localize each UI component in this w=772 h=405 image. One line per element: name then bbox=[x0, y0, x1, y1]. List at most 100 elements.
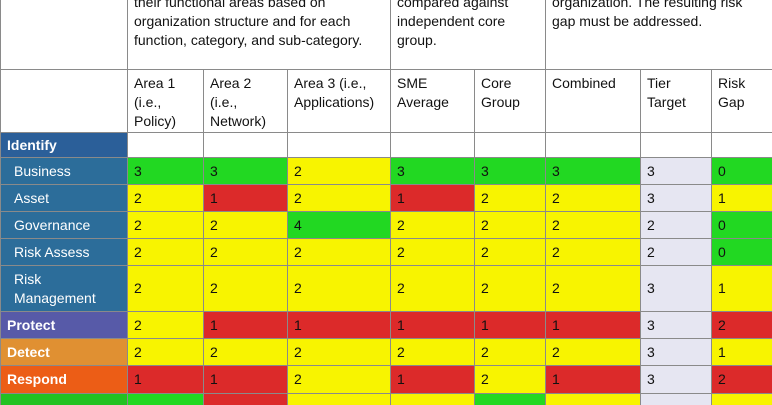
column-header-blank bbox=[0, 69, 128, 133]
score-cell-area-2: 2 bbox=[203, 238, 288, 266]
score-cell-sme-average: 2 bbox=[390, 211, 476, 239]
row-label bbox=[0, 393, 128, 405]
score-cell-core-group: 2 bbox=[474, 338, 547, 366]
score-cell-area-2: 1 bbox=[203, 311, 288, 339]
score-cell-sme-average: 1 bbox=[390, 365, 476, 394]
column-header-core-group: Core Group bbox=[474, 69, 547, 133]
row-label: Governance bbox=[0, 211, 128, 239]
score-cell-tier-target: 3 bbox=[640, 365, 713, 394]
score-cell-tier-target bbox=[640, 393, 713, 405]
score-cell-sme-average: 2 bbox=[390, 238, 476, 266]
score-cell-area-2 bbox=[203, 393, 288, 405]
score-cell-risk-gap: 0 bbox=[711, 211, 772, 239]
score-cell-sme-average bbox=[390, 132, 476, 158]
score-cell-combined bbox=[545, 393, 642, 405]
column-header-risk-gap: Risk Gap bbox=[711, 69, 772, 133]
score-cell-area-2: 2 bbox=[203, 338, 288, 366]
score-cell-combined: 2 bbox=[545, 211, 642, 239]
table-row: Protect 2 1 1 1 1 1 3 2 bbox=[0, 311, 772, 339]
header-description-row: their functional areas based on organiza… bbox=[0, 0, 772, 70]
score-cell-risk-gap: 0 bbox=[711, 157, 772, 185]
score-cell-tier-target: 2 bbox=[640, 211, 713, 239]
score-cell-risk-gap: 1 bbox=[711, 184, 772, 212]
score-cell-area-2: 2 bbox=[203, 211, 288, 239]
table-row: Risk Assess 2 2 2 2 2 2 2 0 bbox=[0, 238, 772, 266]
score-cell-tier-target: 3 bbox=[640, 265, 713, 312]
score-cell-core-group: 1 bbox=[474, 311, 547, 339]
score-cell-risk-gap: 2 bbox=[711, 365, 772, 394]
header-blank-cell bbox=[0, 0, 128, 70]
score-cell-tier-target: 3 bbox=[640, 338, 713, 366]
table-row: Identify bbox=[0, 132, 772, 158]
score-cell-combined: 1 bbox=[545, 365, 642, 394]
score-cell-area-3: 4 bbox=[286, 211, 392, 239]
score-cell-area-3: 2 bbox=[286, 184, 392, 212]
table-row: Governance 2 2 4 2 2 2 2 0 bbox=[0, 211, 772, 239]
table-row: Asset 2 1 2 1 2 2 3 1 bbox=[0, 184, 772, 212]
score-cell-tier-target: 3 bbox=[640, 184, 713, 212]
score-cell-combined: 2 bbox=[545, 265, 642, 312]
score-cell-area-2: 1 bbox=[203, 184, 288, 212]
score-cell-area-2: 2 bbox=[203, 265, 288, 312]
score-cell-area-3: 2 bbox=[286, 365, 392, 394]
score-cell-tier-target bbox=[640, 132, 713, 158]
score-cell-area-3: 2 bbox=[286, 265, 392, 312]
score-cell-core-group: 2 bbox=[474, 265, 547, 312]
score-cell-area-1: 2 bbox=[127, 238, 204, 266]
score-cell-sme-average: 1 bbox=[390, 311, 476, 339]
row-label: Identify bbox=[0, 132, 128, 158]
column-header-sme-average: SME Average bbox=[390, 69, 476, 133]
row-label: Protect bbox=[0, 311, 128, 339]
score-cell-area-1: 2 bbox=[127, 338, 204, 366]
score-cell-sme-average: 2 bbox=[390, 265, 476, 312]
score-cell-area-2: 1 bbox=[203, 365, 288, 394]
score-cell-area-1: 2 bbox=[127, 311, 204, 339]
score-cell-area-1: 2 bbox=[127, 184, 204, 212]
row-label: Risk Assess bbox=[0, 238, 128, 266]
table-row: Risk Management 2 2 2 2 2 2 3 1 bbox=[0, 265, 772, 312]
score-cell-area-3: 1 bbox=[286, 311, 392, 339]
score-cell-tier-target: 2 bbox=[640, 238, 713, 266]
column-header-row: Area 1 (i.e., Policy) Area 2 (i.e., Netw… bbox=[0, 69, 772, 133]
score-cell-core-group: 3 bbox=[474, 157, 547, 185]
score-cell-area-2: 3 bbox=[203, 157, 288, 185]
score-cell-risk-gap: 1 bbox=[711, 265, 772, 312]
score-cell-area-2 bbox=[203, 132, 288, 158]
row-label: Respond bbox=[0, 365, 128, 394]
score-cell-sme-average: 1 bbox=[390, 184, 476, 212]
score-cell-area-1: 3 bbox=[127, 157, 204, 185]
header-group-gap: organization. The resulting risk gap mus… bbox=[545, 0, 772, 70]
score-cell-tier-target: 3 bbox=[640, 157, 713, 185]
table-row: Respond 1 1 2 1 2 1 3 2 bbox=[0, 365, 772, 394]
score-cell-risk-gap: 1 bbox=[711, 338, 772, 366]
score-cell-area-3 bbox=[286, 132, 392, 158]
score-cell-risk-gap bbox=[711, 393, 772, 405]
header-group-sme: compared against independent core group. bbox=[390, 0, 547, 70]
score-cell-area-1 bbox=[127, 132, 204, 158]
column-header-combined: Combined bbox=[545, 69, 642, 133]
score-cell-area-1 bbox=[127, 393, 204, 405]
header-group-areas: their functional areas based on organiza… bbox=[126, 0, 392, 70]
score-cell-tier-target: 3 bbox=[640, 311, 713, 339]
score-cell-core-group bbox=[474, 132, 547, 158]
score-cell-risk-gap: 0 bbox=[711, 238, 772, 266]
score-cell-area-3 bbox=[286, 393, 392, 405]
score-cell-sme-average bbox=[390, 393, 476, 405]
score-cell-area-3: 2 bbox=[286, 238, 392, 266]
score-cell-combined: 1 bbox=[545, 311, 642, 339]
column-header-area-2: Area 2 (i.e., Network) bbox=[203, 69, 288, 133]
score-cell-core-group: 2 bbox=[474, 238, 547, 266]
score-cell-core-group: 2 bbox=[474, 365, 547, 394]
score-cell-combined: 2 bbox=[545, 338, 642, 366]
column-header-area-3: Area 3 (i.e., Applications) bbox=[286, 69, 392, 133]
score-cell-combined bbox=[545, 132, 642, 158]
table-row: Business 3 3 2 3 3 3 3 0 bbox=[0, 157, 772, 185]
score-cell-core-group: 2 bbox=[474, 211, 547, 239]
score-cell-sme-average: 3 bbox=[390, 157, 476, 185]
row-label: Business bbox=[0, 157, 128, 185]
score-cell-area-3: 2 bbox=[286, 338, 392, 366]
score-cell-area-1: 2 bbox=[127, 211, 204, 239]
score-cell-area-3: 2 bbox=[286, 157, 392, 185]
